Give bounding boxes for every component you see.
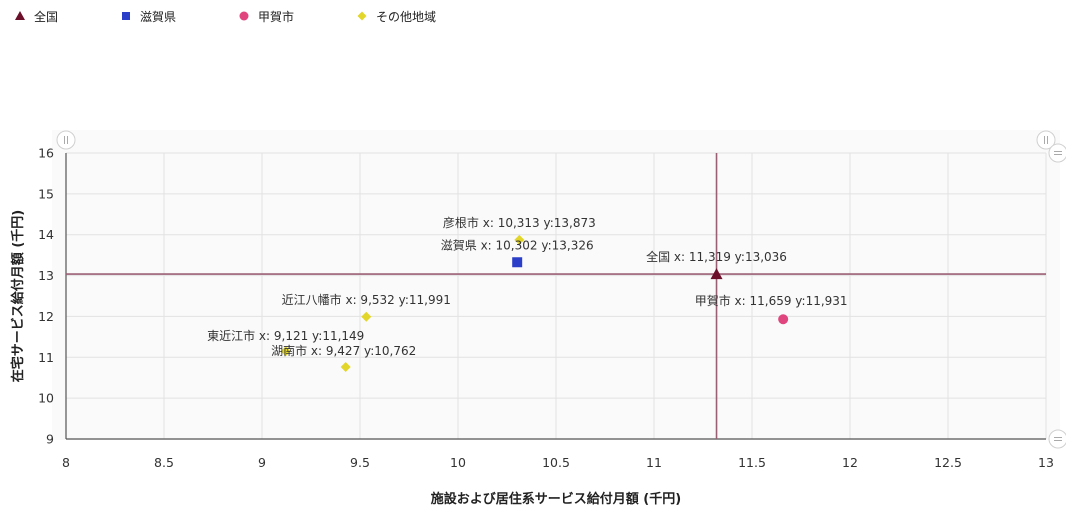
x-axis-title: 施設および居住系サービス給付月額 (千円) — [431, 491, 681, 507]
y-tick-label: 11 — [38, 350, 54, 365]
x-tick-label: 9 — [258, 455, 266, 470]
data-label-甲賀市: 甲賀市 x: 11,659 y:11,931 — [695, 293, 848, 308]
y-tick-label: 16 — [38, 146, 54, 161]
x-tick-label: 12 — [842, 455, 858, 470]
legend-label: 全国 — [34, 9, 59, 24]
y-tick-label: 9 — [46, 432, 54, 447]
legend-label: 甲賀市 — [258, 9, 295, 24]
data-label-東近江市: 東近江市 x: 9,121 y:11,149 — [207, 328, 364, 343]
data-label-湖南市: 湖南市 x: 9,427 y:10,762 — [271, 343, 416, 358]
x-tick-label: 9.5 — [350, 455, 370, 470]
legend-label: その他地域 — [376, 9, 437, 24]
y-tick-label: 14 — [38, 227, 54, 242]
legend-item[interactable]: 甲賀市 — [238, 8, 294, 25]
legend-label: 滋賀県 — [140, 9, 177, 24]
range-handle-icon — [1048, 429, 1066, 449]
range-handle-icon — [56, 130, 76, 150]
legend: 全国 滋賀県 甲賀市 その他地域 — [14, 3, 498, 29]
data-point-全国 — [710, 268, 723, 280]
data-point-湖南市 — [340, 362, 351, 373]
x-tick-label: 13 — [1038, 455, 1054, 470]
data-point-東近江市 — [280, 346, 291, 357]
x-tick-label: 11.5 — [738, 455, 766, 470]
x-tick-label: 8 — [62, 455, 70, 470]
triangle-marker-icon — [15, 11, 25, 20]
x-tick-label: 8.5 — [154, 455, 174, 470]
range-handle-icon — [1036, 130, 1056, 150]
x-tick-label: 11 — [646, 455, 662, 470]
range-handle-icon — [1048, 143, 1066, 163]
x-tick-label: 10 — [450, 455, 466, 470]
legend-item[interactable]: 滋賀県 — [120, 8, 176, 25]
data-label-彦根市: 彦根市 x: 10,313 y:13,873 — [443, 215, 596, 230]
data-point-甲賀市 — [778, 314, 789, 325]
data-label-近江八幡市: 近江八幡市 x: 9,532 y:11,991 — [282, 292, 451, 307]
data-point-近江八幡市 — [361, 311, 372, 322]
legend-item[interactable]: その他地域 — [356, 8, 436, 25]
y-tick-label: 13 — [38, 268, 54, 283]
x-tick-label: 10.5 — [542, 455, 570, 470]
data-label-全国: 全国 x: 11,319 y:13,036 — [646, 249, 787, 264]
y-tick-label: 12 — [38, 309, 54, 324]
y-axis-title: 在宅サービス給付月額 (千円) — [10, 210, 26, 382]
square-marker-icon — [122, 12, 131, 20]
diamond-marker-icon — [357, 11, 367, 21]
data-label-滋賀県: 滋賀県 x: 10,302 y:13,326 — [441, 238, 594, 252]
y-tick-label: 15 — [38, 186, 54, 201]
y-tick-label: 10 — [38, 391, 54, 406]
data-point-彦根市 — [514, 234, 525, 245]
data-point-滋賀県 — [512, 257, 523, 268]
legend-item[interactable]: 全国 — [14, 8, 58, 25]
x-tick-label: 12.5 — [934, 455, 962, 470]
circle-marker-icon — [239, 11, 249, 21]
